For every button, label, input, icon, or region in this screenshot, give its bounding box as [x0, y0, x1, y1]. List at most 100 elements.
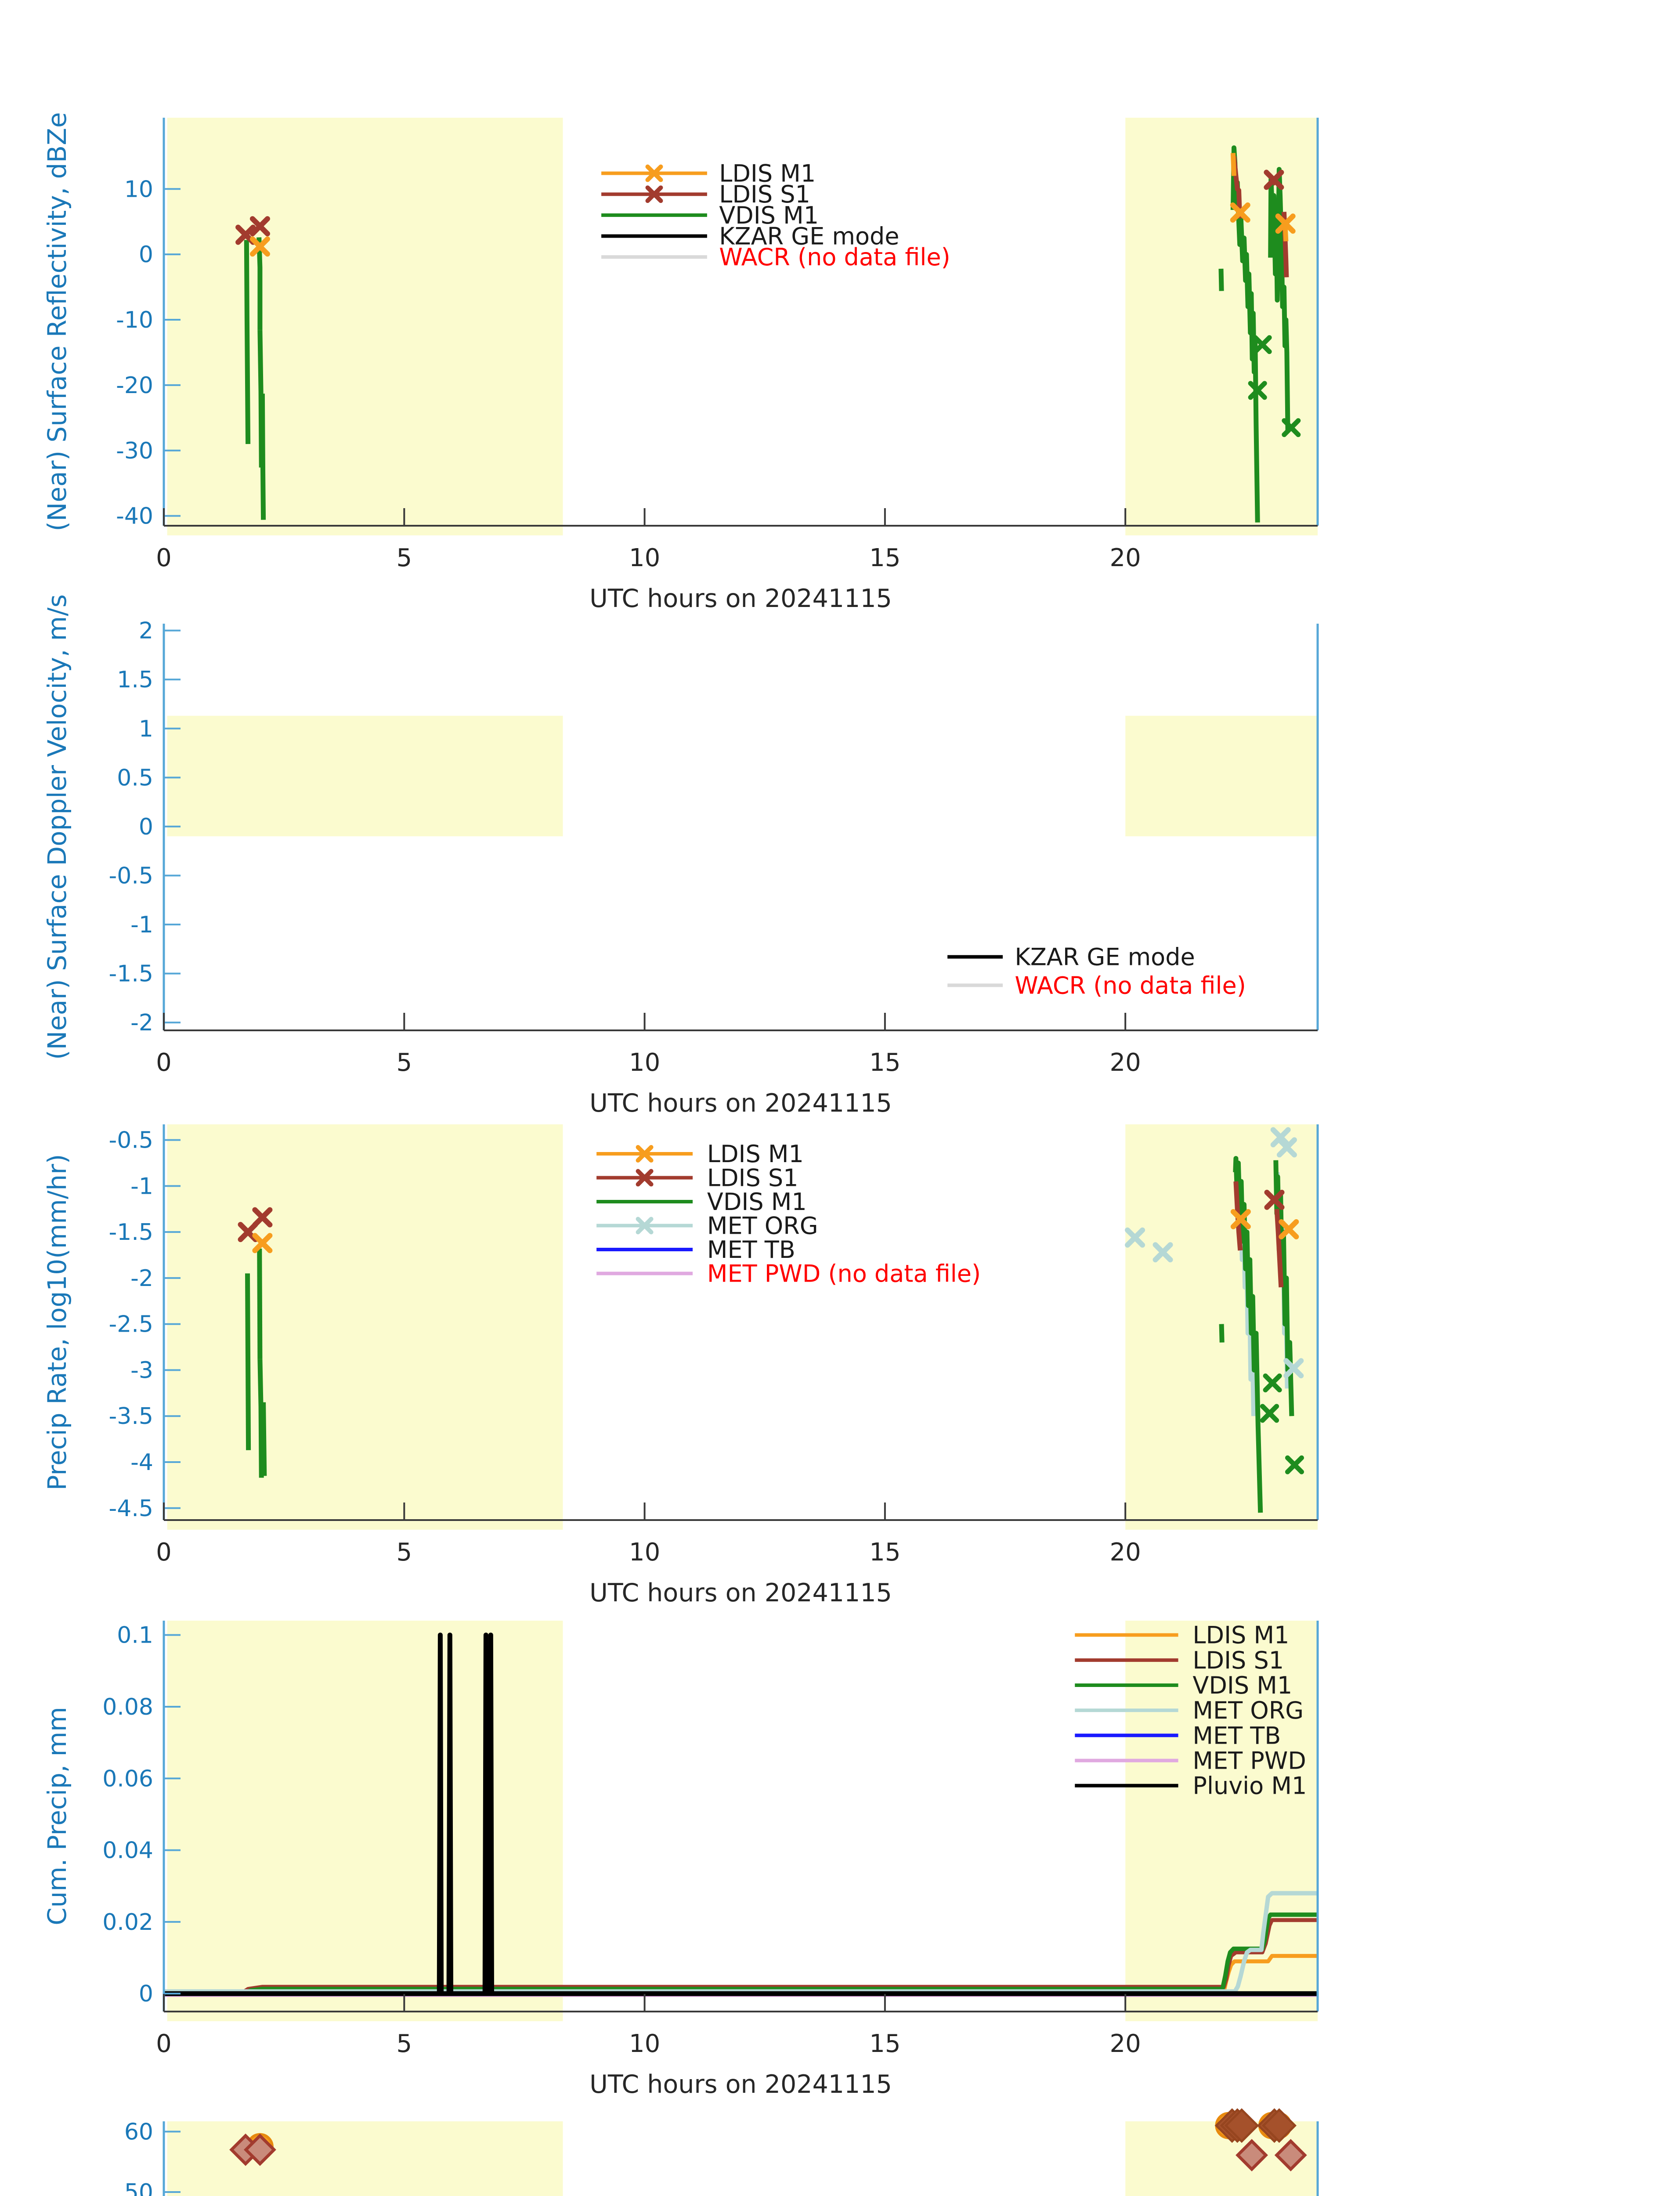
x-tick-label: 15	[869, 544, 900, 572]
legend-label: VDIS M1	[707, 1188, 807, 1216]
highlight-band	[1125, 715, 1318, 837]
panel-5: 010203040506005101520Weather CodesUTC ho…	[124, 2108, 1319, 2196]
series-line	[260, 394, 266, 520]
legend-label: Pluvio M1	[1192, 1772, 1307, 1800]
series-ldis-s1-marks	[238, 1189, 1285, 1242]
y-tick-label: -0.5	[109, 1127, 153, 1154]
series-line	[1274, 1209, 1284, 1288]
x-marker	[1264, 1189, 1285, 1210]
panel-2: 21.510.50-0.5-1-1.5-20 5 10 15 20(Near) Surf…	[42, 594, 1319, 1118]
legend-label: LDIS S1	[719, 181, 810, 208]
x-marker	[636, 1145, 654, 1163]
legend-label: MET PWD	[1192, 1747, 1306, 1774]
legend-label: WACR (no data file)	[719, 243, 950, 271]
x-tick-label: 0	[156, 2030, 172, 2058]
x-tick-label: 20	[1110, 544, 1141, 572]
x-tick-label: 0	[156, 544, 172, 572]
x-tick-label: 10	[629, 2030, 660, 2058]
series-line	[245, 1273, 251, 1450]
highlight-band	[167, 1621, 563, 2021]
x-marker	[249, 216, 270, 237]
y-tick-label: 2	[139, 618, 153, 644]
y-tick-label: -3	[130, 1357, 153, 1383]
x-marker	[1270, 1127, 1291, 1148]
x-tick-label: 5	[396, 1538, 412, 1567]
x-marker	[1230, 202, 1250, 223]
x-tick-label: 5	[396, 1048, 412, 1077]
y-axis-label: Cum. Precip, mm	[42, 1707, 72, 1925]
series-line	[257, 1359, 264, 1478]
y-tick-label: 0	[139, 1981, 153, 2007]
y-tick-label: 0.06	[102, 1766, 153, 1792]
y-tick-label: -10	[116, 307, 153, 333]
x-marker	[1276, 1137, 1297, 1158]
legend-label: MET TB	[1192, 1722, 1281, 1749]
y-axis-label: Precip Rate, log10(mm/hr)	[42, 1154, 72, 1491]
x-marker	[1283, 1358, 1304, 1379]
x-marker	[1125, 1227, 1145, 1248]
series-line	[244, 240, 251, 444]
legend-label: LDIS M1	[707, 1140, 804, 1168]
x-marker	[252, 1207, 273, 1228]
panel-4: 0 0.02 0.04 0.06 0.08 0.1 0 5 10 15 20 Cum. Precip,…	[42, 1621, 1319, 2099]
legend-label: VDIS M1	[1192, 1672, 1292, 1699]
highlight-band	[167, 2121, 563, 2196]
x-tick-label: 20	[1110, 2030, 1141, 2058]
series-line	[1219, 1324, 1225, 1343]
y-tick-label: -2	[130, 1010, 153, 1036]
legend-label: MET ORG	[1192, 1697, 1304, 1724]
x-marker	[1248, 381, 1267, 400]
y-tick-label: 0.02	[102, 1909, 153, 1936]
x-tick-label: 20	[1110, 1538, 1141, 1567]
x-marker	[636, 1217, 654, 1235]
x-tick-label: 5	[396, 544, 412, 572]
y-tick-label: 0.5	[117, 765, 153, 791]
x-marker	[1260, 1404, 1279, 1423]
y-tick-label: 1	[139, 716, 153, 742]
x-tick-label: 5	[396, 2030, 412, 2058]
series-line	[257, 237, 263, 330]
x-tick-label: 10	[629, 1048, 660, 1077]
y-tick-label: 60	[124, 2119, 153, 2145]
x-tick-label: 10	[629, 544, 660, 572]
x-marker	[1253, 335, 1272, 354]
x-axis-label: UTC hours on 20241115	[589, 1089, 892, 1118]
highlight-band	[167, 118, 563, 535]
x-tick-label: 10	[629, 1538, 660, 1567]
series-line	[164, 1891, 1318, 1994]
x-marker	[636, 1169, 654, 1187]
series-line	[437, 1633, 444, 1994]
y-tick-label: -4	[130, 1449, 153, 1476]
y-tick-label: 0.08	[102, 1694, 153, 1720]
diamond-marker	[1274, 2139, 1307, 2171]
series-line	[1268, 167, 1290, 431]
legend-label: KZAR GE mode	[719, 222, 899, 250]
y-tick-label: -2	[130, 1265, 153, 1292]
x-tick-label: 15	[869, 2030, 900, 2058]
y-tick-label: 0.04	[102, 1838, 153, 1864]
y-tick-label: -3.5	[109, 1403, 153, 1430]
x-marker	[645, 164, 663, 182]
legend-label: MET TB	[707, 1236, 795, 1264]
panel-3: -0.5 -1 -1.5 -2 -2.5 -3 -3.5 -4 -4.50 5 10 15 20 Prec…	[42, 1124, 1319, 1607]
series-pluvio-m1	[164, 1633, 1318, 1996]
x-marker	[1153, 1242, 1173, 1263]
legend-label: LDIS S1	[1192, 1647, 1284, 1674]
legend-label: LDIS M1	[1192, 1622, 1289, 1649]
legend-label: VDIS M1	[719, 202, 819, 229]
x-marker	[1282, 418, 1301, 437]
x-marker	[252, 1233, 273, 1253]
y-tick-label: 0.1	[117, 1622, 153, 1649]
diamond-marker	[1236, 2139, 1268, 2171]
y-tick-label: -1	[130, 1173, 153, 1199]
series-ldis-m1-marks	[252, 1209, 1299, 1253]
x-tick-label: 20	[1110, 1048, 1141, 1077]
y-axis-label: (Near) Surface Doppler Velocity, m/s	[42, 594, 72, 1060]
x-marker	[1264, 170, 1284, 190]
